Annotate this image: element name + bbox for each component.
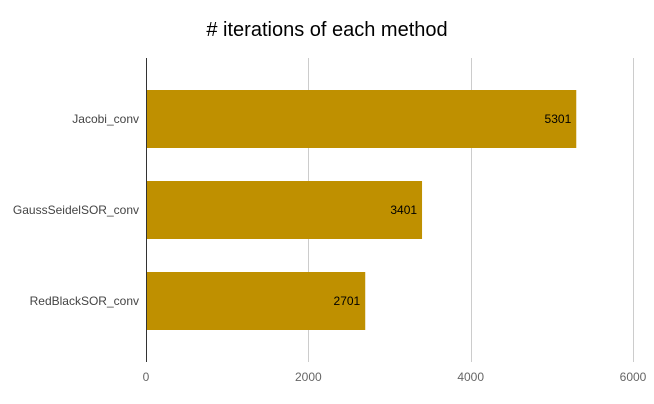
data-label: 5301 xyxy=(545,112,572,126)
data-label: 2701 xyxy=(334,294,361,308)
x-tick-label: 6000 xyxy=(620,370,647,384)
data-label: 3401 xyxy=(390,203,417,217)
x-tick-label: 2000 xyxy=(295,370,322,384)
bar xyxy=(146,272,366,330)
category-label: Jacobi_conv xyxy=(72,112,139,126)
bar xyxy=(146,181,423,239)
category-label: GaussSeidelSOR_conv xyxy=(13,203,139,217)
x-tick-label: 0 xyxy=(143,370,150,384)
chart-title: # iterations of each method xyxy=(206,19,448,41)
bar xyxy=(146,90,577,148)
x-tick-label: 4000 xyxy=(457,370,484,384)
category-label: RedBlackSOR_conv xyxy=(30,294,139,308)
